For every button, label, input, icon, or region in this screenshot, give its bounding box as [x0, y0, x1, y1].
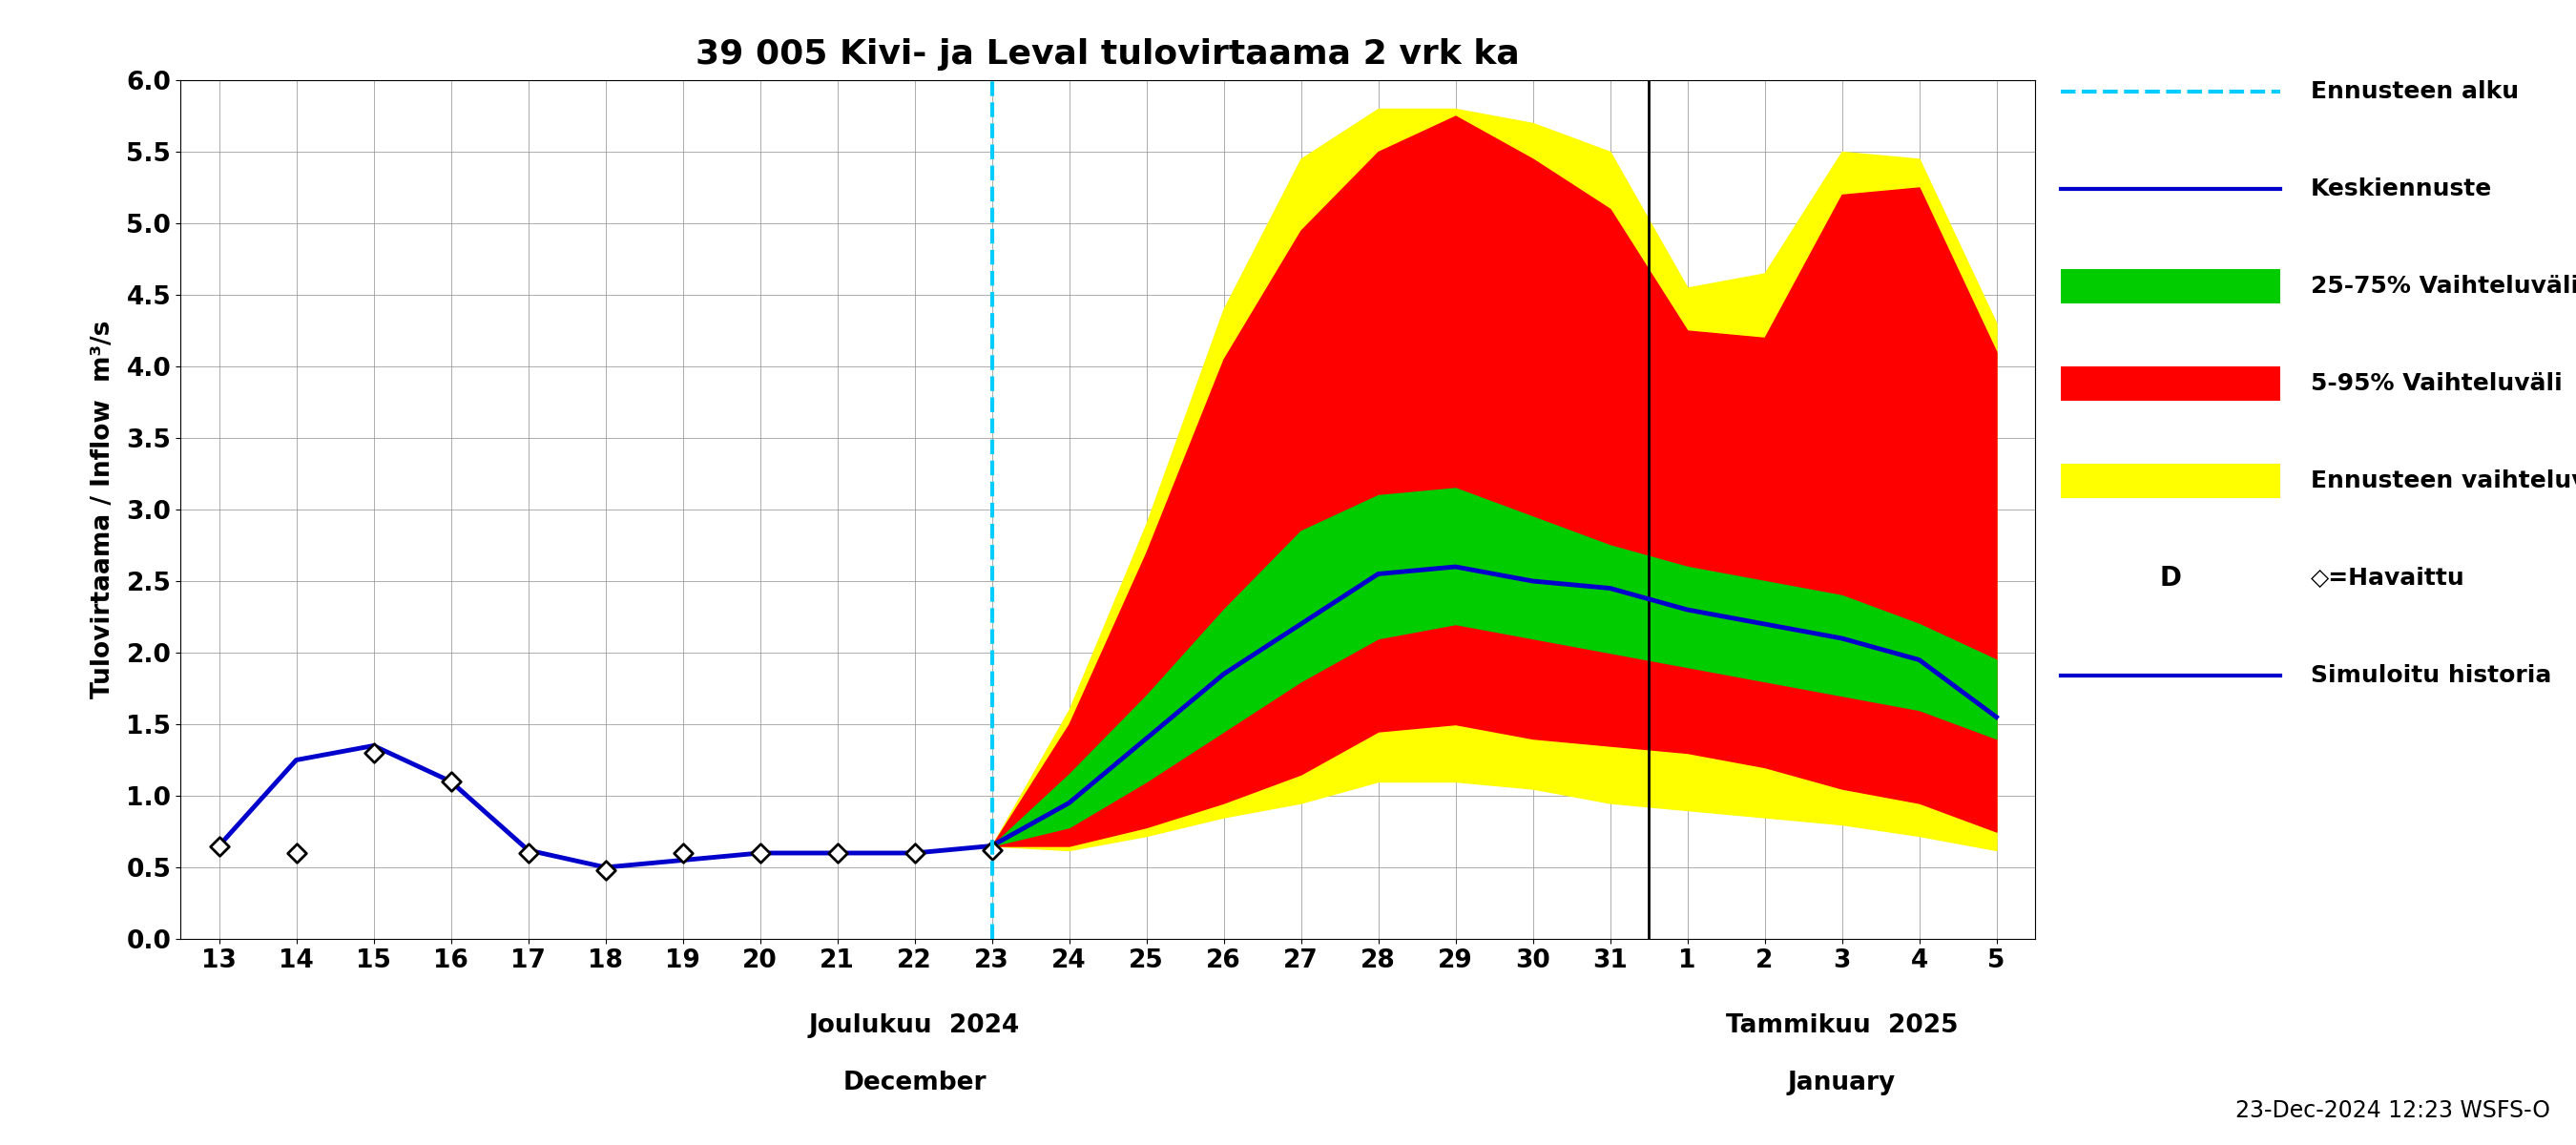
Text: January: January — [1788, 1071, 1896, 1096]
Point — [276, 844, 317, 862]
Text: D: D — [2159, 564, 2182, 592]
Point — [662, 844, 703, 862]
Y-axis label: Tulovirtaama / Inflow  m³/s: Tulovirtaama / Inflow m³/s — [90, 321, 116, 698]
Text: ◇=Havaittu: ◇=Havaittu — [2311, 567, 2465, 590]
Text: 5-95% Vaihteluväli: 5-95% Vaihteluväli — [2311, 372, 2563, 395]
Text: Ennusteen vaihteluväli: Ennusteen vaihteluväli — [2311, 469, 2576, 492]
Title: 39 005 Kivi- ja Leval tulovirtaama 2 vrk ka: 39 005 Kivi- ja Leval tulovirtaama 2 vrk… — [696, 39, 1520, 71]
Text: Ennusteen alku: Ennusteen alku — [2311, 80, 2519, 103]
Text: Keskiennuste: Keskiennuste — [2311, 177, 2491, 200]
Point — [817, 844, 858, 862]
Point — [198, 837, 240, 855]
Point — [971, 840, 1012, 859]
Text: Joulukuu  2024: Joulukuu 2024 — [809, 1013, 1020, 1039]
Text: Simuloitu historia: Simuloitu historia — [2311, 664, 2550, 687]
Point — [739, 844, 781, 862]
Point — [507, 844, 549, 862]
Text: 25-75% Vaihteluväli: 25-75% Vaihteluväli — [2311, 275, 2576, 298]
Point — [585, 861, 626, 879]
Point — [894, 844, 935, 862]
Point — [353, 744, 394, 763]
Point — [430, 772, 471, 790]
Text: Tammikuu  2025: Tammikuu 2025 — [1726, 1013, 1958, 1039]
Text: December: December — [842, 1071, 987, 1096]
Text: 23-Dec-2024 12:23 WSFS-O: 23-Dec-2024 12:23 WSFS-O — [2236, 1099, 2550, 1122]
